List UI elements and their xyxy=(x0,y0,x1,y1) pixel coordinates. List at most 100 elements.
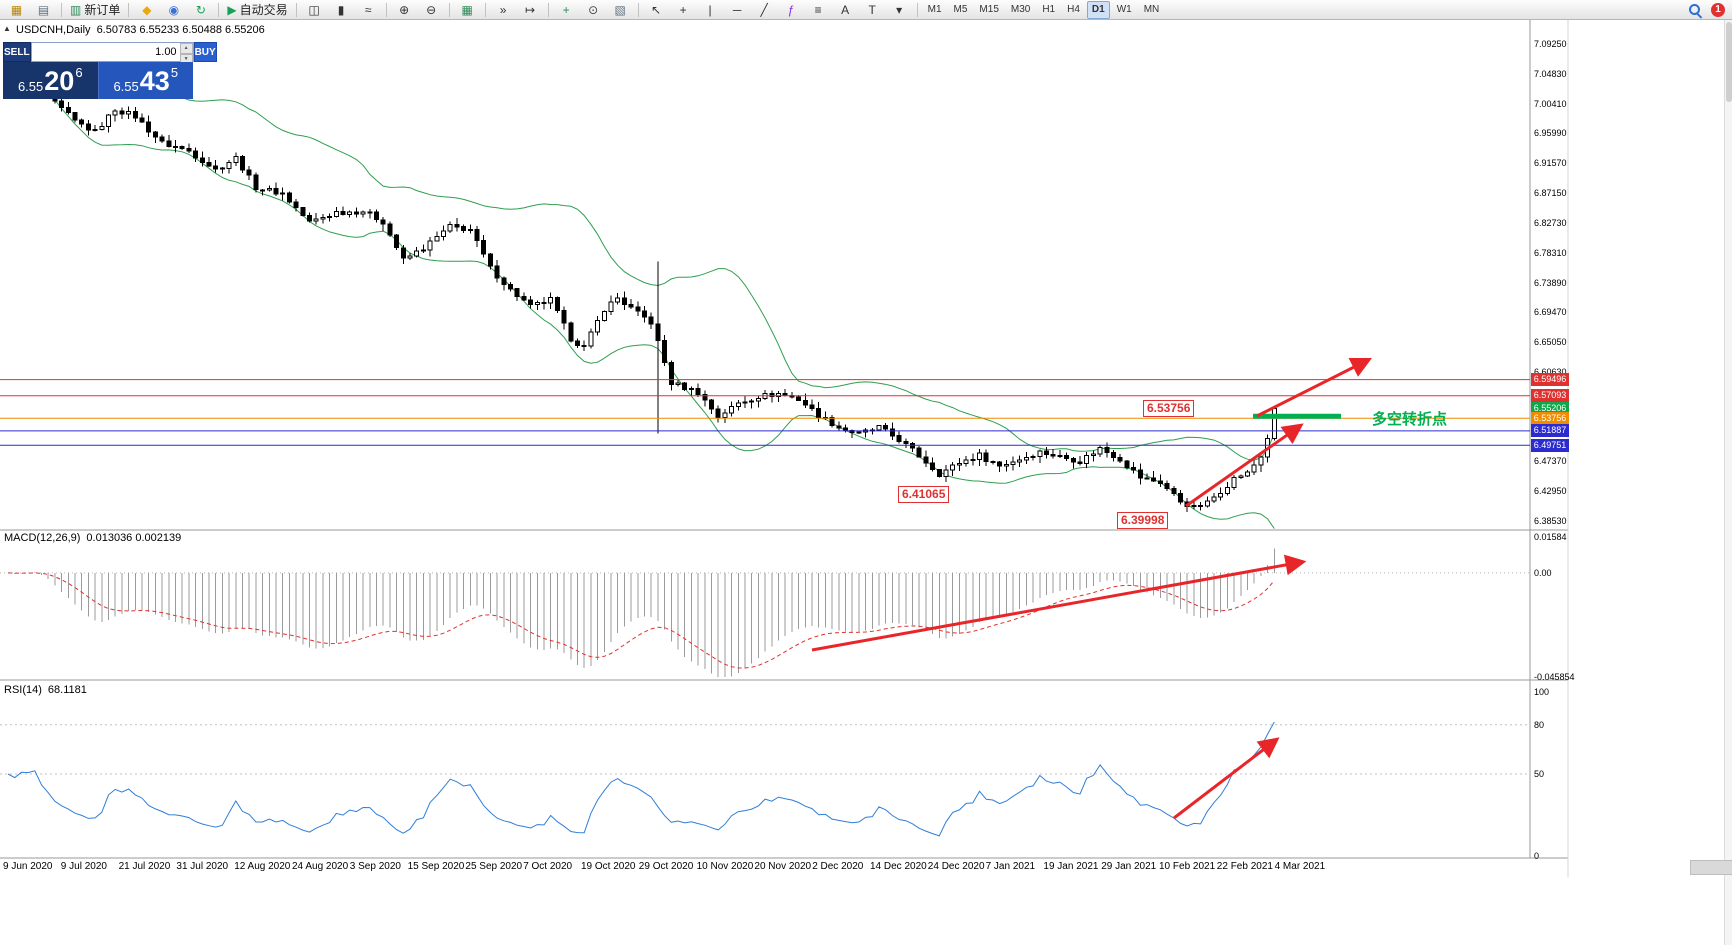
text-button[interactable]: A xyxy=(833,0,858,19)
timeframe-m15[interactable]: M15 xyxy=(979,4,999,15)
autotrading-button[interactable]: ▶ 自动交易 xyxy=(224,0,290,19)
zoom-in-button[interactable]: ⊕ xyxy=(392,0,417,19)
price-annotation[interactable]: 6.53756 xyxy=(1143,400,1195,417)
bollinger-upper-band xyxy=(7,50,1275,461)
rsi-trend-arrow[interactable] xyxy=(1173,737,1280,820)
trendline-button[interactable]: ╱ xyxy=(752,0,777,19)
fibonacci-button[interactable]: ƒ xyxy=(779,0,804,19)
tile-windows-button[interactable]: ▦ xyxy=(455,0,480,19)
chart-ohlc: 6.50783 6.55233 6.50488 6.55206 xyxy=(96,24,265,36)
sell-button[interactable]: SELL xyxy=(3,42,31,62)
main-trend-arrow[interactable] xyxy=(1256,357,1373,418)
bid-price[interactable]: 6.55 20 6 xyxy=(3,62,98,99)
macd-values: 0.013036 0.002139 xyxy=(86,532,182,544)
price-tag: 6.53756 xyxy=(1531,411,1569,425)
toolbar-separator xyxy=(218,2,220,17)
chart-shift-icon: ↦ xyxy=(525,2,536,17)
price-scale-label: 6.69470 xyxy=(1534,307,1567,318)
price-scale-label: 6.47370 xyxy=(1534,456,1567,467)
macd-scale-label: -0.045854 xyxy=(1534,672,1575,682)
metaeditor-button[interactable]: ◆ xyxy=(134,0,159,19)
date-label: 3 Sep 2020 xyxy=(349,861,401,872)
horizontal-scrollbar-thumb[interactable] xyxy=(1690,860,1732,875)
timeframe-m30[interactable]: M30 xyxy=(1010,4,1031,15)
channels-icon: ≡ xyxy=(814,2,822,17)
lot-increase-button[interactable]: ▲ xyxy=(179,43,193,54)
lot-size-input[interactable] xyxy=(31,43,180,61)
zoom-out-button[interactable]: ⊖ xyxy=(419,0,444,19)
search-icon[interactable] xyxy=(1687,2,1704,19)
horizontal-line-icon: ─ xyxy=(732,2,742,17)
macd-trend-arrow[interactable] xyxy=(811,554,1307,652)
templates-button[interactable]: ▧ xyxy=(608,0,633,19)
shapes-button[interactable]: ▾ xyxy=(887,0,912,19)
ask-price[interactable]: 6.55 43 5 xyxy=(97,62,193,99)
rsi-title: RSI(14) 68.1181 xyxy=(4,684,87,696)
text-annotation[interactable]: 多空转折点 xyxy=(1372,411,1448,428)
cursor-button[interactable]: ↖ xyxy=(644,0,669,19)
timeframe-w1[interactable]: W1 xyxy=(1116,4,1132,15)
price-annotation[interactable]: 6.41065 xyxy=(898,486,950,503)
date-label: 21 Jul 2020 xyxy=(118,861,171,872)
new-chart-button[interactable]: ▦ xyxy=(4,0,29,19)
candlestick-icon: ▮ xyxy=(337,2,345,17)
fibonacci-icon: ƒ xyxy=(787,2,795,17)
oneclick-collapse-icon[interactable]: ▲ xyxy=(3,24,11,33)
zoom-in-icon: ⊕ xyxy=(399,2,410,17)
timeframe-m5[interactable]: M5 xyxy=(953,4,968,15)
notification-badge[interactable]: 1 xyxy=(1711,2,1725,17)
timeframe-mn[interactable]: MN xyxy=(1143,4,1160,15)
vertical-line-icon: | xyxy=(708,2,712,17)
timeframe-h4[interactable]: H4 xyxy=(1067,4,1080,15)
timeframe-m1[interactable]: M1 xyxy=(927,4,942,15)
autotrading-icon: ▶ xyxy=(227,2,237,17)
tile-windows-icon: ▦ xyxy=(461,2,473,17)
vertical-scrollbar-thumb[interactable] xyxy=(1726,22,1732,102)
chart-shift-button[interactable]: ↦ xyxy=(518,0,543,19)
zoom-out-icon: ⊖ xyxy=(426,2,437,17)
toolbar: ▦ ▤ ▥ 新订单 ◆ ◉ ↻ ▶ 自动交易 ◫ ▮ ≈ ⊕ ⊖ ▦ » ↦ + ⊙ ▧ ↖ + | ─ ╱ ƒ ≡ A T ▾ M1 M5… xyxy=(0,0,1732,20)
vertical-line-button[interactable]: | xyxy=(698,0,723,19)
timeframe-h1[interactable]: H1 xyxy=(1042,4,1056,15)
main-trend-arrow[interactable] xyxy=(1185,423,1304,508)
crosshair-button[interactable]: + xyxy=(671,0,696,19)
profiles-button[interactable]: ▤ xyxy=(31,0,56,19)
price-annotation[interactable]: 6.39998 xyxy=(1117,512,1169,529)
indicators-icon: + xyxy=(562,2,570,17)
periods-button[interactable]: ⊙ xyxy=(581,0,606,19)
horizontal-line-button[interactable]: ─ xyxy=(725,0,750,19)
toolbar-separator xyxy=(61,2,62,17)
buy-button[interactable]: BUY xyxy=(193,42,217,62)
bar-chart-icon: ◫ xyxy=(308,2,320,17)
ask-price-big: 43 xyxy=(139,66,170,96)
toolbar-separator xyxy=(916,2,918,17)
price-scale-label: 6.91570 xyxy=(1534,158,1567,169)
periods-icon: ⊙ xyxy=(588,2,599,17)
candles xyxy=(5,63,1277,512)
price-scale-label: 6.87150 xyxy=(1534,188,1567,199)
channels-button[interactable]: ≡ xyxy=(806,0,831,19)
new-order-button[interactable]: ▥ 新订单 xyxy=(67,0,123,19)
line-chart-button[interactable]: ≈ xyxy=(356,0,381,19)
navigator-button[interactable]: ◉ xyxy=(161,0,186,19)
auto-scroll-button[interactable]: » xyxy=(491,0,516,19)
price-scale-label: 6.82730 xyxy=(1534,217,1567,228)
date-label: 9 Jun 2020 xyxy=(3,861,53,872)
bar-chart-button[interactable]: ◫ xyxy=(302,0,327,19)
vertical-scrollbar[interactable] xyxy=(1724,20,1732,945)
macd-title: MACD(12,26,9) 0.013036 0.002139 xyxy=(4,532,181,544)
rsi-value: 68.1181 xyxy=(47,684,87,696)
shapes-icon: ▾ xyxy=(896,2,903,17)
indicators-button[interactable]: + xyxy=(554,0,579,19)
price-scale-label: 7.00410 xyxy=(1534,98,1567,109)
toolbar-separator xyxy=(484,2,486,17)
timeframe-d1[interactable]: D1 xyxy=(1086,0,1110,19)
refresh-button[interactable]: ↻ xyxy=(188,0,213,19)
candlestick-button[interactable]: ▮ xyxy=(329,0,354,19)
label-button[interactable]: T xyxy=(860,0,885,19)
price-scale-label: 7.04830 xyxy=(1534,68,1567,79)
date-label: 19 Jan 2021 xyxy=(1043,861,1099,872)
price-scale-label: 6.42950 xyxy=(1534,486,1567,497)
